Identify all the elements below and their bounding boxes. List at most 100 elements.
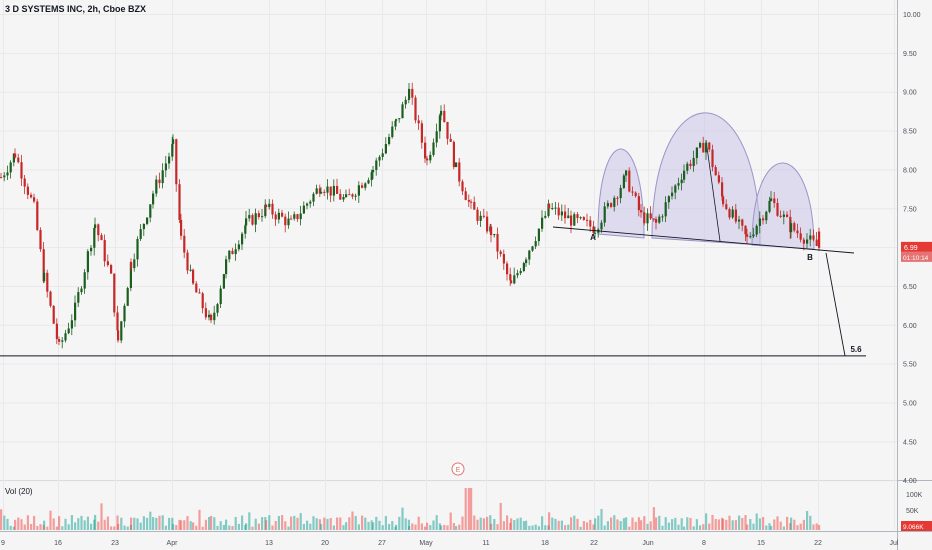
volume-bar <box>152 517 155 530</box>
volume-bar <box>493 519 496 530</box>
candle-body <box>613 197 616 207</box>
candle-body <box>168 156 171 164</box>
volume-bar <box>407 519 410 530</box>
candle-body <box>186 252 189 271</box>
volume-bar <box>548 512 551 530</box>
candle-body <box>449 138 452 142</box>
candle-body <box>0 177 3 179</box>
volume-bar <box>506 515 509 530</box>
volume-bar <box>198 509 201 530</box>
candle-body <box>222 274 225 289</box>
volume-bar <box>180 520 183 530</box>
volume-bar <box>80 515 83 530</box>
candle-body <box>90 247 93 252</box>
candle-body <box>290 218 293 220</box>
volume-bar <box>489 515 492 530</box>
volume-bar <box>467 488 470 530</box>
candle-body <box>728 209 731 218</box>
volume-bar <box>354 515 357 530</box>
candle-body <box>404 99 407 105</box>
volume-bar <box>610 517 613 530</box>
x-tick-label: 15 <box>757 540 765 547</box>
candle-body <box>473 201 476 210</box>
candle-body <box>277 212 280 220</box>
volume-bar <box>541 516 544 530</box>
candle-body <box>241 233 244 245</box>
volume-bar <box>594 518 597 530</box>
volume-bar <box>806 510 809 530</box>
volume-bar <box>689 517 692 530</box>
candle-body <box>686 163 689 171</box>
candle-body <box>773 198 776 204</box>
volume-bar <box>470 488 473 530</box>
candle-body <box>64 333 67 341</box>
candle-body <box>268 203 271 208</box>
volume-bar <box>195 525 198 530</box>
volume-bar <box>429 525 432 530</box>
volume-bar <box>213 517 216 530</box>
volume-bar <box>268 515 271 530</box>
volume-bar <box>510 518 513 530</box>
candle-body <box>312 193 315 202</box>
candle-body <box>649 213 652 219</box>
volume-bar <box>699 525 702 530</box>
countdown-value: 01:10:14 <box>903 255 929 262</box>
candle-body <box>208 314 211 318</box>
volume-bar <box>746 524 749 530</box>
volume-bar <box>634 521 637 530</box>
candle-body <box>734 209 737 222</box>
volume-bar <box>46 526 49 530</box>
volume-bar <box>752 523 755 530</box>
volume-bar <box>420 523 423 530</box>
candle-body <box>564 211 567 219</box>
candle-body <box>204 308 207 318</box>
y-tick-label: 4.00 <box>903 478 917 485</box>
volume-bar <box>440 525 443 530</box>
volume-bar <box>702 524 705 530</box>
candle-body <box>592 226 595 233</box>
candle-body <box>661 216 664 218</box>
volume-label[interactable]: Vol (20) <box>5 487 33 496</box>
volume-bar <box>94 514 97 530</box>
volume-bar <box>589 519 592 530</box>
candle-body <box>161 170 164 184</box>
y-tick-label: 6.50 <box>903 284 917 291</box>
volume-bar <box>287 526 290 530</box>
candle-body <box>692 157 695 167</box>
volume-bar <box>274 520 277 530</box>
volume-bar <box>570 517 573 530</box>
volume-bar <box>432 520 435 530</box>
volume-bar <box>0 509 3 530</box>
volume-bar <box>117 523 120 530</box>
label-a: A <box>590 233 596 242</box>
volume-bar <box>55 526 58 530</box>
candle-body <box>796 230 799 234</box>
volume-bar <box>674 517 677 530</box>
candle-body <box>815 239 818 247</box>
candle-body <box>417 120 420 124</box>
volume-bar <box>323 517 326 530</box>
candle-body <box>70 320 73 329</box>
volume-bar <box>120 517 123 530</box>
candle-body <box>458 162 461 182</box>
volume-bar <box>525 520 528 530</box>
candle-body <box>130 262 133 269</box>
candle-body <box>361 185 364 188</box>
volume-bar <box>175 525 178 530</box>
candle-body <box>435 131 438 143</box>
volume-bar <box>30 523 33 530</box>
candle-body <box>265 204 268 208</box>
candle-body <box>667 196 670 203</box>
head <box>651 112 761 246</box>
candle-body <box>674 185 677 193</box>
volume-bar <box>332 525 335 530</box>
candle-body <box>522 263 525 271</box>
candle-body <box>293 214 296 219</box>
candle-body <box>516 273 519 276</box>
candle-body <box>36 201 39 230</box>
volume-bar <box>231 526 234 530</box>
chart-title[interactable]: 3 D SYSTEMS INC, 2h, Cboe BZX <box>5 4 147 14</box>
volume-bars <box>0 488 821 530</box>
candle-body <box>476 209 479 221</box>
